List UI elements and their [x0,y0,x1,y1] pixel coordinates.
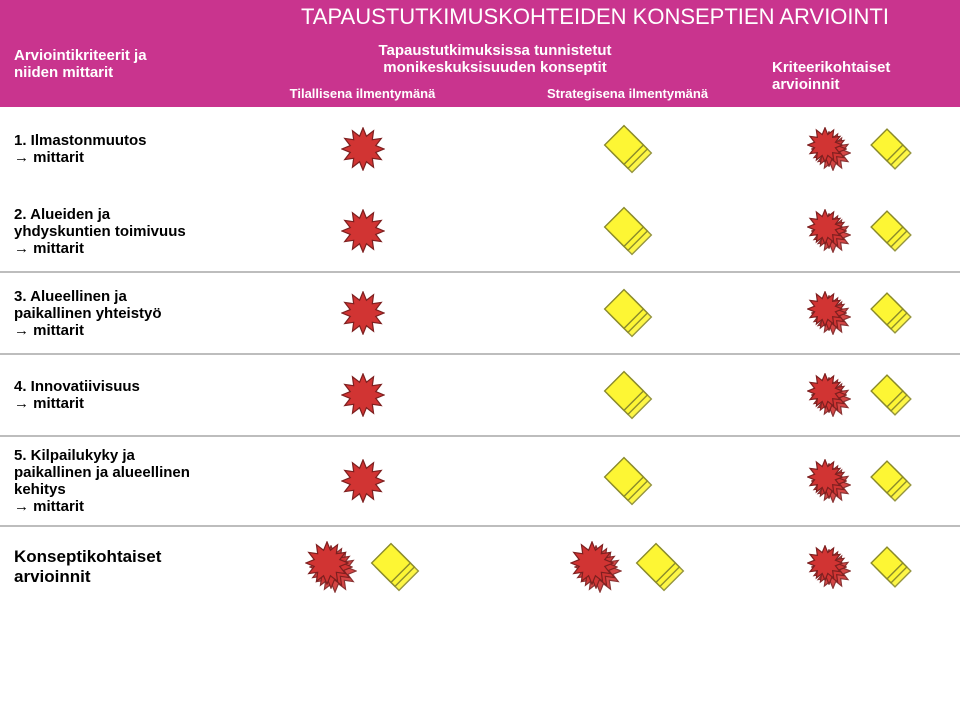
row-label-line: Konseptikohtaiset [14,547,218,567]
col-kriteerikohtaiset [760,355,960,435]
col-strategisena [495,273,760,353]
col-kriteerikohtaiset [760,437,960,525]
row-label: 2. Alueiden jayhdyskuntien toimivuus→ mi… [0,191,230,271]
criteria-row: 3. Alueellinen japaikallinen yhteistyö→ … [0,271,960,353]
sub-header: Tapaustutkimuksissa tunnistetut monikesk… [230,38,960,107]
right-label-2: arvioinnit [772,76,952,93]
row-label: Konseptikohtaisetarvioinnit [0,527,230,607]
row-label-line: → mittarit [14,498,218,515]
mid-columns [230,191,760,271]
col-tilallisena [230,437,495,525]
mid-columns [230,355,760,435]
mid-columns [230,527,760,607]
header-left-label: Arviointikriteerit ja niiden mittarit [0,0,230,107]
rows: 1. Ilmastonmuutos→ mittarit 2. Alueiden … [0,107,960,607]
row-label-line: → mittarit [14,149,218,166]
col-tilallisena [230,355,495,435]
col-tilallisena [230,109,495,189]
row-label: 1. Ilmastonmuutos→ mittarit [0,109,230,189]
col-tilallisena [230,191,495,271]
row-label-line: 5. Kilpailukyky ja [14,447,218,464]
row-label-line: 4. Innovatiivisuus [14,378,218,395]
sub-mid-top: Tapaustutkimuksissa tunnistetut monikesk… [230,38,760,80]
sub-right: Kriteerikohtaiset arvioinnit [760,38,960,107]
row-label-line: → mittarit [14,395,218,412]
col-strategisena [495,191,760,271]
mid-columns [230,109,760,189]
sub-mid-top-2: monikeskuksisuuden konseptit [230,59,760,76]
sub-col-a: Tilallisena ilmentymänä [230,80,495,107]
criteria-row: 2. Alueiden jayhdyskuntien toimivuus→ mi… [0,189,960,271]
header-main: TAPAUSTUTKIMUSKOHTEIDEN KONSEPTIEN ARVIO… [230,0,960,107]
criteria-row: 5. Kilpailukyky japaikallinen ja alueell… [0,435,960,525]
col-strategisena [495,527,760,607]
sub-mid: Tapaustutkimuksissa tunnistetut monikesk… [230,38,760,107]
col-strategisena [495,109,760,189]
row-label-line: 1. Ilmastonmuutos [14,132,218,149]
sub-col-b: Strategisena ilmentymänä [495,80,760,107]
criteria-row: 4. Innovatiivisuus→ mittarit [0,353,960,435]
right-label-1: Kriteerikohtaiset [772,59,952,76]
col-strategisena [495,437,760,525]
row-label-line: 2. Alueiden ja [14,206,218,223]
col-strategisena [495,355,760,435]
col-kriteerikohtaiset [760,527,960,607]
row-label: 3. Alueellinen japaikallinen yhteistyö→ … [0,273,230,353]
header: Arviointikriteerit ja niiden mittarit TA… [0,0,960,107]
mid-columns [230,273,760,353]
row-label-line: arvioinnit [14,567,218,587]
criteria-row: 1. Ilmastonmuutos→ mittarit [0,107,960,189]
row-label-line: → mittarit [14,322,218,339]
evaluation-matrix: Arviointikriteerit ja niiden mittarit TA… [0,0,960,607]
col-kriteerikohtaiset [760,109,960,189]
left-label-line-1: Arviointikriteerit ja [14,47,218,64]
row-label-line: yhdyskuntien toimivuus [14,223,218,240]
row-label-line: paikallinen ja alueellinen [14,464,218,481]
row-label-line: paikallinen yhteistyö [14,305,218,322]
mid-columns [230,437,760,525]
row-label-line: 3. Alueellinen ja [14,288,218,305]
criteria-row: Konseptikohtaisetarvioinnit [0,525,960,607]
left-label-line-2: niiden mittarit [14,64,218,81]
col-kriteerikohtaiset [760,273,960,353]
row-label: 5. Kilpailukyky japaikallinen ja alueell… [0,437,230,525]
sub-mid-cols: Tilallisena ilmentymänä Strategisena ilm… [230,80,760,107]
sub-mid-top-1: Tapaustutkimuksissa tunnistetut [230,42,760,59]
title: TAPAUSTUTKIMUSKOHTEIDEN KONSEPTIEN ARVIO… [230,0,960,38]
row-label-line: → mittarit [14,240,218,257]
col-tilallisena [230,527,495,607]
col-kriteerikohtaiset [760,191,960,271]
row-label-line: kehitys [14,481,218,498]
row-label: 4. Innovatiivisuus→ mittarit [0,355,230,435]
col-tilallisena [230,273,495,353]
